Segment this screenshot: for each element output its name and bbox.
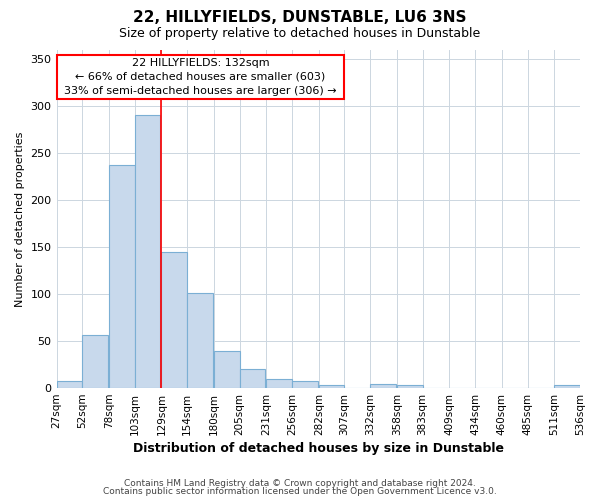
Bar (187, 293, 213, 388)
Bar (292, 382, 318, 388)
Bar (161, 252, 187, 388)
Bar (554, 386, 580, 388)
Text: 22, HILLYFIELDS, DUNSTABLE, LU6 3NS: 22, HILLYFIELDS, DUNSTABLE, LU6 3NS (133, 10, 467, 25)
Bar (109, 164, 135, 388)
Text: Contains public sector information licensed under the Open Government Licence v3: Contains public sector information licen… (103, 487, 497, 496)
Text: 22 HILLYFIELDS: 132sqm
← 66% of detached houses are smaller (603)
33% of semi-de: 22 HILLYFIELDS: 132sqm ← 66% of detached… (64, 58, 337, 96)
Bar (266, 378, 292, 388)
Bar (239, 370, 265, 388)
X-axis label: Distribution of detached houses by size in Dunstable: Distribution of detached houses by size … (133, 442, 504, 455)
Bar (397, 386, 422, 388)
Bar (370, 384, 396, 388)
FancyBboxPatch shape (56, 54, 344, 99)
Bar (82, 334, 108, 388)
Bar (135, 115, 160, 388)
Text: Contains HM Land Registry data © Crown copyright and database right 2024.: Contains HM Land Registry data © Crown c… (124, 478, 476, 488)
Text: Size of property relative to detached houses in Dunstable: Size of property relative to detached ho… (119, 28, 481, 40)
Y-axis label: Number of detached properties: Number of detached properties (15, 132, 25, 306)
Bar (56, 380, 82, 388)
Bar (214, 350, 239, 388)
Bar (319, 386, 344, 388)
